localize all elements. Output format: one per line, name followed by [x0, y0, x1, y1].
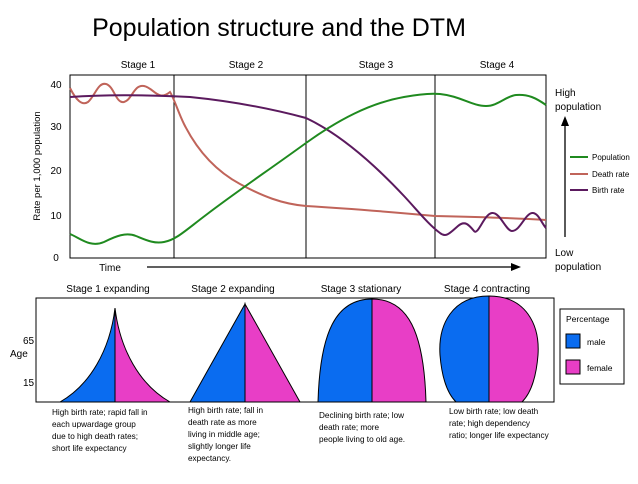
pyramid-1-female — [114, 307, 172, 403]
population-line — [69, 92, 547, 245]
pyramid-2-heading: Stage 2 expanding — [191, 284, 274, 295]
birth-rate-line — [69, 94, 547, 236]
y-axis-label: Rate per 1,000 population — [32, 111, 43, 220]
pyramid-4-male — [439, 295, 490, 403]
pyramid-3-male — [317, 298, 373, 403]
pyramid-1-male — [58, 307, 116, 403]
male-swatch — [565, 333, 581, 349]
legend-population-label: Population — [592, 153, 630, 162]
slide-title: Population structure and the DTM — [92, 14, 466, 42]
stage-2-label: Stage 2 — [229, 60, 264, 71]
description-1-line-4: short life expectancy — [52, 444, 128, 453]
description-4-line-1: Low birth rate; low death — [449, 407, 539, 416]
age-tick-15: 15 — [23, 378, 35, 389]
description-4-line-2: rate; high dependency — [449, 419, 531, 428]
description-2: High birth rate; fall in death rate as m… — [188, 406, 265, 463]
description-3-line-2: death rate; more — [319, 423, 380, 432]
y-tick-0: 0 — [53, 253, 59, 264]
description-2-line-5: expectancy. — [188, 454, 231, 463]
pyramid-2-female — [244, 302, 301, 403]
stage-3-label: Stage 3 — [359, 60, 394, 71]
pyramid-3-female — [371, 298, 427, 403]
y-tick-10: 10 — [50, 211, 62, 222]
description-4: Low birth rate; low death rate; high dep… — [449, 407, 550, 440]
percentage-legend-title: Percentage — [566, 314, 610, 324]
description-1-box — [48, 403, 176, 460]
description-1: High birth rate; rapid fall in each upwa… — [52, 408, 150, 453]
description-4-box — [445, 403, 577, 447]
pyramid-4-heading: Stage 4 contracting — [444, 284, 530, 295]
description-3: Declining birth rate; low death rate; mo… — [319, 411, 406, 444]
female-swatch — [565, 359, 581, 375]
description-3-line-3: people living to old age. — [319, 435, 405, 444]
description-2-line-1: High birth rate; fall in — [188, 406, 264, 415]
pyramid-1-heading: Stage 1 expanding — [66, 284, 149, 295]
description-2-line-2: death rate as more — [188, 418, 257, 427]
description-3-line-1: Declining birth rate; low — [319, 411, 404, 420]
legend-death-rate-label: Death rate — [592, 170, 630, 179]
population-arrow-head — [561, 116, 569, 126]
time-label: Time — [99, 263, 121, 274]
age-tick-65: 65 — [23, 336, 35, 347]
y-tick-20: 20 — [50, 166, 62, 177]
low-population-label: population — [555, 262, 601, 273]
description-1-line-3: due to high death rates; — [52, 432, 138, 441]
chart-frame — [69, 74, 547, 259]
death-rate-line — [69, 82, 547, 221]
high-label: High — [555, 88, 576, 99]
description-3-box — [315, 407, 433, 449]
description-2-line-3: living in middle age; — [188, 430, 260, 439]
pyramid-4-female — [488, 295, 539, 403]
description-2-line-4: slightly longer life — [188, 442, 251, 451]
pyramid-2-male — [189, 302, 246, 403]
legend-birth-rate-label: Birth rate — [592, 186, 625, 195]
stage-4-label: Stage 4 — [480, 60, 515, 71]
description-4-line-3: ratio; longer life expectancy — [449, 431, 550, 440]
low-label: Low — [555, 248, 574, 259]
pyramid-3-heading: Stage 3 stationary — [321, 284, 402, 295]
y-tick-30: 30 — [50, 122, 62, 133]
stage-1-label: Stage 1 — [121, 60, 156, 71]
description-2-box — [183, 403, 303, 471]
description-1-line-2: each upwardage group — [52, 420, 136, 429]
male-label: male — [587, 337, 606, 347]
female-label: female — [587, 363, 613, 373]
age-label: Age — [10, 349, 28, 360]
time-arrow-head — [511, 263, 521, 271]
high-population-label: population — [555, 102, 601, 113]
y-tick-40: 40 — [50, 80, 62, 91]
description-1-line-1: High birth rate; rapid fall in — [52, 408, 148, 417]
